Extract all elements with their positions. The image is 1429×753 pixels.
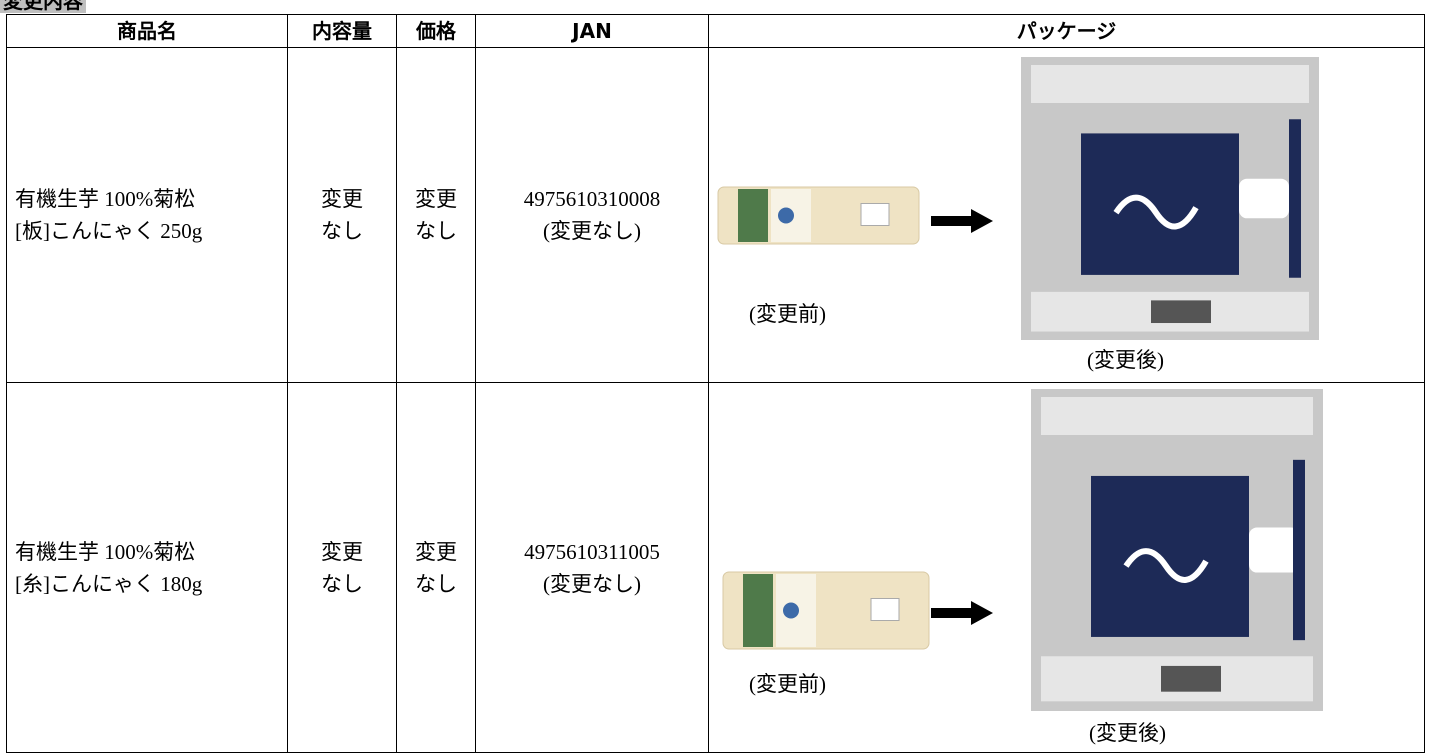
arrow (931, 209, 993, 233)
package-caption: (変更後) (1089, 721, 1166, 745)
package-caption: (変更前) (749, 672, 826, 696)
table-cell: 4975610311005 (変更なし) (475, 382, 709, 753)
table-cell: 変更 なし (396, 47, 476, 383)
cell-line: 変更 (321, 539, 363, 564)
table-cell: 有機生芋 100%菊松 [糸]こんにゃく 180g (6, 382, 288, 753)
package-caption: (変更後) (1087, 348, 1164, 372)
header-cell: 価格 (396, 14, 476, 48)
cell-line: (変更なし) (543, 571, 641, 596)
header-cell: パッケージ (708, 14, 1425, 48)
header-cell: 内容量 (287, 14, 397, 48)
cell-line: なし (415, 219, 457, 243)
arrow (931, 601, 993, 625)
cell-line: 有機生芋 100%菊松 (15, 187, 196, 211)
table-cell: 有機生芋 100%菊松 [板]こんにゃく 250g (6, 47, 288, 383)
cell-line: 変更 (321, 187, 363, 211)
table-cell: 変更 なし (287, 382, 397, 753)
cell-line: 4975610310008 (523, 187, 661, 211)
header-row: 商品名 内容量 価格 JAN パッケージ (6, 14, 1425, 48)
package-caption: (変更前) (749, 302, 826, 326)
change-table: 商品名 内容量 価格 JAN パッケージ 有機生芋 100%菊松 [板]こんにゃく… (6, 14, 1425, 753)
package-cell: (変更前) (変更後) (709, 48, 1424, 382)
cell-line: (変更なし) (543, 219, 641, 243)
header-cell: 商品名 (6, 14, 288, 48)
package-design (1031, 389, 1323, 711)
cell-line: 変更 (415, 187, 457, 211)
product-photo (717, 186, 920, 245)
cell-line: なし (321, 219, 363, 243)
table-cell: 4975610310008 (変更なし) (475, 47, 709, 383)
table-row: 有機生芋 100%菊松 [板]こんにゃく 250g 変更 なし 変更 なし 49756103… (6, 47, 1425, 383)
table-cell: (変更前) (変更後) (708, 47, 1425, 383)
table-cell: 変更 なし (396, 382, 476, 753)
header-cell: JAN (475, 14, 709, 48)
product-photo (722, 571, 930, 650)
cell-line: なし (321, 571, 363, 596)
cell-line: 有機生芋 100%菊松 (15, 539, 196, 564)
package-design (1021, 57, 1319, 340)
table-cell: (変更前) (変更後) (708, 382, 1425, 753)
table-row: 有機生芋 100%菊松 [糸]こんにゃく 180g 変更 なし 変更 なし 49756103… (6, 382, 1425, 753)
table-cell: 変更 なし (287, 47, 397, 383)
cell-line: 変更 (415, 539, 457, 564)
cell-line: 4975610311005 (524, 539, 660, 564)
cell-line: [板]こんにゃく 250g (15, 219, 203, 243)
package-cell: (変更前) (変更後) (709, 383, 1424, 752)
cell-line: [糸]こんにゃく 180g (15, 571, 203, 596)
section-label: 変更内容 (0, 0, 86, 13)
cell-line: なし (415, 571, 457, 596)
